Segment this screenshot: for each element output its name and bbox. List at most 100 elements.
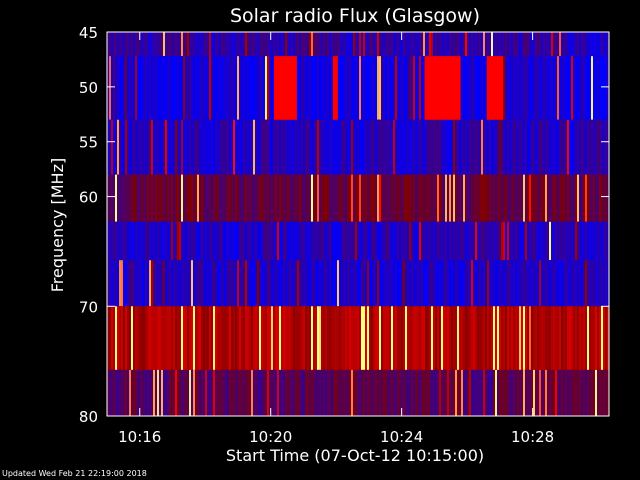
spectrum-column [281, 119, 283, 175]
spectrum-column [169, 260, 171, 307]
spectrum-column [375, 119, 377, 175]
spectrum-column [111, 221, 113, 261]
spectrum-column [173, 260, 175, 307]
spectrum-column [131, 32, 133, 57]
spectrum-column [323, 369, 325, 416]
spectrum-column [199, 174, 201, 222]
spectrum-column [493, 174, 495, 222]
spectrum-column [201, 32, 203, 57]
spectrum-column [143, 369, 145, 416]
spectrum-column [129, 221, 131, 261]
spectrum-column [567, 260, 569, 307]
spectrum-column [247, 221, 249, 261]
spectrum-column [287, 32, 289, 57]
spectrum-column [253, 306, 255, 370]
spectrum-column [513, 32, 515, 57]
spectrum-column [207, 306, 209, 370]
spectrum-column [205, 56, 207, 120]
spectrum-column [205, 221, 207, 261]
spectrum-column [165, 221, 167, 261]
spectrum-column [185, 369, 187, 416]
spectrum-column [239, 32, 241, 57]
spectrum-column [223, 119, 225, 175]
spectrum-column [437, 174, 439, 222]
spectrum-column [287, 174, 289, 222]
spectrum-column [247, 119, 249, 175]
y-tick-label: 70 [79, 298, 98, 316]
spectrum-column [345, 119, 347, 175]
spectrum-column [523, 221, 525, 261]
spectrum-column [531, 306, 533, 370]
spectrum-column [411, 221, 413, 261]
spectrum-column [467, 119, 469, 175]
spectrum-column [305, 119, 307, 175]
spectrum-column [541, 306, 543, 370]
spectrum-column [181, 369, 183, 416]
spectrum-column [135, 260, 137, 307]
spectrum-column [203, 119, 205, 175]
spectrum-column [571, 32, 573, 57]
spectrum-column [115, 306, 117, 370]
spectrum-column [553, 174, 555, 222]
spectrum-column [283, 119, 285, 175]
spectrum-column [425, 369, 427, 416]
spectrum-column [373, 260, 375, 307]
spectrum-column [259, 221, 261, 261]
spectrum-column [353, 56, 355, 120]
spectrum-column [235, 119, 237, 175]
spectrum-column [469, 306, 471, 370]
spectrum-column [411, 369, 413, 416]
spectrum-column [607, 119, 609, 175]
spectrum-column [273, 369, 275, 416]
spectrum-column [295, 32, 297, 57]
spectrum-column [239, 369, 241, 416]
spectrum-column [321, 221, 323, 261]
spectrum-column [377, 56, 379, 120]
spectrum-column [555, 221, 557, 261]
spectrum-column [287, 119, 289, 175]
spectrum-column [219, 56, 221, 120]
spectrum-column [199, 119, 201, 175]
spectrum-column [199, 221, 201, 261]
spectrum-column [109, 306, 111, 370]
spectrum-column [593, 260, 595, 307]
spectrum-column [429, 174, 431, 222]
spectrum-column [225, 221, 227, 261]
spectrum-column [593, 32, 595, 57]
spectrum-column [335, 119, 337, 175]
spectrum-column [369, 306, 371, 370]
spectrum-column [245, 306, 247, 370]
spectrum-column [361, 119, 363, 175]
spectrum-column [401, 221, 403, 261]
spectrum-column [257, 260, 259, 307]
spectrum-column [267, 260, 269, 307]
y-tick-label: 80 [79, 408, 98, 426]
spectrum-column [221, 56, 223, 120]
spectrum-column [137, 306, 139, 370]
spectrum-column [225, 56, 227, 120]
spectrum-column [371, 56, 373, 120]
spectrum-column [591, 260, 593, 307]
spectrum-column [431, 306, 433, 370]
spectrum-column [151, 32, 153, 57]
spectrum-column [477, 369, 479, 416]
spectrum-column [451, 174, 453, 222]
spectrum-column [373, 369, 375, 416]
spectrum-column [339, 306, 341, 370]
spectrum-column [219, 369, 221, 416]
spectrum-column [559, 260, 561, 307]
spectrum-column [463, 56, 465, 120]
spectrum-column [319, 306, 321, 370]
spectrum-column [115, 369, 117, 416]
spectrum-column [271, 221, 273, 261]
spectrum-column [151, 56, 153, 120]
spectrum-column [427, 119, 429, 175]
spectrum-column [233, 369, 235, 416]
spectrum-column [433, 306, 435, 370]
spectrum-column [159, 56, 161, 120]
spectrum-column [351, 119, 353, 175]
spectrum-column [153, 119, 155, 175]
spectrum-column [601, 260, 603, 307]
spectrum-column [559, 174, 561, 222]
spectrum-column [117, 369, 119, 416]
